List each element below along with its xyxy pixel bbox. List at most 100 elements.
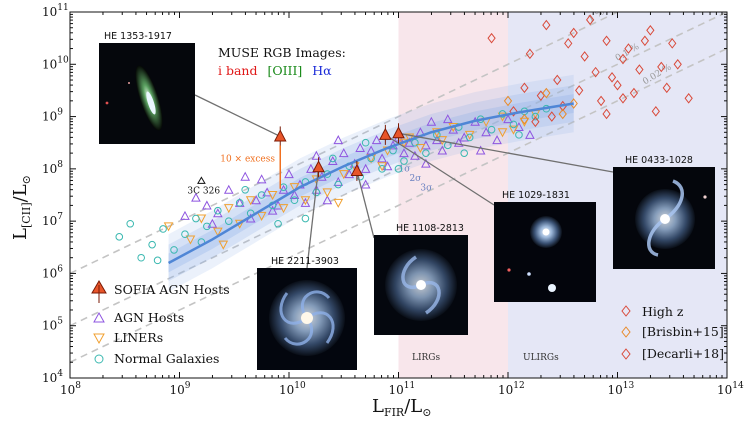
ratio-line	[70, 47, 727, 363]
data-point	[333, 198, 344, 208]
excess-label: 10 × excess	[220, 154, 275, 164]
x-tick-label: 1010	[279, 381, 306, 397]
data-point	[646, 24, 655, 36]
data-point	[635, 64, 644, 75]
data-point	[618, 92, 628, 104]
data-point	[558, 108, 567, 120]
data-point	[181, 230, 189, 239]
data-point	[256, 174, 267, 184]
data-point	[596, 95, 606, 107]
fit-curve	[167, 102, 574, 265]
data-point	[580, 51, 589, 62]
x-axis-label: LFIR/L⊙	[372, 396, 431, 419]
data-point	[301, 214, 310, 223]
data-point	[585, 14, 595, 26]
x-tick-label: 1013	[608, 381, 635, 397]
inset-connector	[385, 134, 495, 206]
spiral-arms	[401, 255, 441, 315]
data-point	[274, 219, 282, 228]
data-point	[602, 108, 611, 120]
data-point	[361, 138, 370, 147]
data-point	[350, 163, 364, 176]
y-tick-label: 104	[42, 369, 63, 385]
data-point	[422, 149, 430, 157]
data-point	[662, 82, 671, 94]
data-point	[218, 240, 229, 250]
data-point	[460, 149, 469, 157]
galaxy-core	[301, 312, 313, 324]
data-point	[360, 179, 371, 189]
legend-left: SOFIA AGN Hosts AGN Hosts LINERs Normal …	[91, 280, 230, 366]
data-point	[245, 196, 256, 206]
y-tick-label: 107	[42, 212, 63, 228]
data-point	[629, 87, 639, 99]
star	[507, 268, 511, 272]
data-point	[300, 197, 311, 207]
data-point	[203, 222, 211, 231]
data-point	[657, 61, 666, 73]
data-point	[267, 191, 278, 201]
data-point	[487, 125, 496, 134]
data-point	[531, 112, 540, 121]
legend-label: High z	[642, 304, 684, 319]
data-point	[241, 185, 249, 194]
data-point	[224, 217, 233, 225]
data-point	[235, 199, 244, 207]
data-point	[564, 38, 573, 49]
spiral-arms	[647, 179, 684, 257]
x-tick-label: 1011	[389, 381, 416, 397]
data-point	[148, 240, 156, 249]
data-point	[448, 124, 459, 134]
data-point	[492, 135, 502, 145]
inset-he0433-1028: HE 0433-1028	[613, 155, 715, 269]
data-point	[338, 170, 349, 180]
data-point	[126, 219, 135, 228]
data-point	[377, 153, 387, 163]
legend-label: Normal Galaxies	[114, 351, 219, 366]
data-point	[392, 126, 405, 139]
data-point	[404, 133, 415, 143]
y-tick-label: 108	[42, 160, 63, 176]
ratio-line	[70, 12, 620, 275]
data-point	[289, 183, 300, 193]
data-point	[542, 19, 551, 31]
y-tick-label: 109	[42, 108, 63, 124]
data-point	[673, 58, 682, 70]
muse-band-oiii: [OIII]	[267, 63, 302, 78]
data-point	[338, 148, 349, 158]
data-point	[481, 127, 491, 137]
data-point	[360, 163, 371, 173]
data-point	[159, 225, 167, 233]
galaxy-core	[416, 280, 426, 290]
legend-label: [Decarli+18]	[642, 346, 724, 361]
data-point	[378, 165, 386, 173]
inset-connector	[398, 132, 614, 173]
data-point	[569, 27, 578, 39]
muse-band-i: i band	[218, 63, 257, 78]
data-point	[334, 180, 343, 189]
legend-right: High z [Brisbin+15] [Decarli+18]	[621, 304, 724, 361]
inset-he1108-2813: HE 1108-2813	[374, 223, 468, 335]
data-point	[624, 43, 633, 54]
data-point	[256, 211, 267, 221]
muse-title: MUSE RGB Images:	[218, 45, 346, 60]
data-point	[329, 154, 337, 163]
data-point	[290, 196, 299, 205]
data-point	[442, 114, 453, 124]
data-point	[453, 137, 464, 147]
data-point	[379, 127, 392, 140]
galaxy-core	[146, 91, 156, 115]
x-tick-label: 108	[60, 381, 81, 397]
data-point	[475, 145, 486, 155]
x-tick-label: 1014	[717, 381, 744, 397]
data-point	[273, 129, 287, 142]
y-axis-label: L[CII]/L⊙	[10, 175, 33, 240]
star	[548, 284, 556, 292]
data-point	[421, 158, 431, 168]
spiral-arms	[279, 290, 335, 346]
data-point	[344, 169, 355, 179]
data-point	[214, 206, 222, 215]
data-point	[382, 161, 393, 171]
data-point	[487, 32, 496, 44]
